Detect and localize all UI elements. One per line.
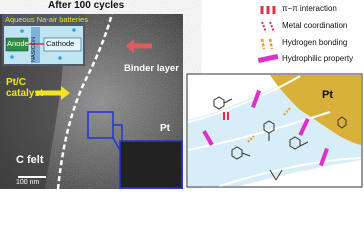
binder-arrowhead	[126, 39, 134, 53]
zoom-box-large	[119, 140, 183, 189]
anode-label: Anode	[7, 39, 29, 48]
pi-marks	[223, 112, 229, 120]
catalyst-arrowhead	[61, 86, 70, 100]
shape-part	[213, 96, 233, 110]
hydrophilic-marks	[202, 89, 329, 167]
separator-label: NASICON	[31, 36, 37, 62]
layer-line	[187, 75, 301, 123]
ion-dot	[72, 28, 76, 32]
pt-region	[270, 75, 361, 145]
layer-line	[219, 157, 362, 187]
shape-part	[319, 147, 329, 167]
legend-icon-metal	[261, 21, 275, 33]
shape-part	[269, 21, 275, 33]
shape-part	[260, 38, 266, 50]
shape-part	[247, 135, 255, 143]
shape-part	[269, 169, 283, 181]
legend-icon-hydrophilic	[257, 53, 279, 64]
shape-part	[283, 107, 291, 116]
shape-part	[263, 120, 275, 141]
legend-icon-hbond	[260, 38, 274, 50]
hbond-marks	[247, 107, 291, 143]
shape-part	[231, 146, 251, 160]
catalyst-label: Pt/C catalyst	[6, 77, 44, 99]
shape-part	[261, 21, 267, 33]
figure: {"figure":{"left":{"title":"After 100 cy…	[0, 0, 364, 189]
separator-box	[31, 27, 40, 63]
shape-part	[202, 130, 214, 146]
ion-dot	[10, 55, 14, 59]
pt-label: Pt	[160, 123, 170, 134]
layer-line	[187, 111, 331, 151]
page: html,body{margin:0;padding:0;} body{widt…	[0, 0, 364, 189]
schematic-pt-label: Pt	[322, 89, 333, 101]
legend-label: Hydrogen bonding	[282, 38, 348, 47]
molecule-sketches	[213, 96, 347, 181]
shape-part	[268, 38, 274, 50]
figure-graphics	[0, 6, 363, 189]
ion-dot	[20, 29, 24, 33]
shape-part	[337, 116, 347, 129]
ion-dot	[58, 56, 62, 60]
shape-part	[289, 136, 309, 150]
scale-label: 100 nm	[16, 179, 40, 186]
left-title: After 100 cycles	[48, 0, 125, 11]
legend-label: π−π interaction	[282, 4, 337, 13]
legend-label: Hydrophilic property	[282, 54, 354, 63]
zoom-connector	[112, 124, 123, 151]
shape-part	[298, 117, 310, 137]
inset-title: Aqueous Na-air batteries	[5, 15, 88, 24]
legend-icon-pi	[260, 6, 276, 14]
felt-label: C felt	[16, 154, 44, 166]
shape-part	[251, 89, 261, 109]
legend-label: Metal coordination	[282, 21, 348, 30]
binder-label: Binder layer	[124, 63, 179, 74]
cathode-label: Cathode	[46, 39, 75, 48]
interface-line	[56, 13, 114, 189]
